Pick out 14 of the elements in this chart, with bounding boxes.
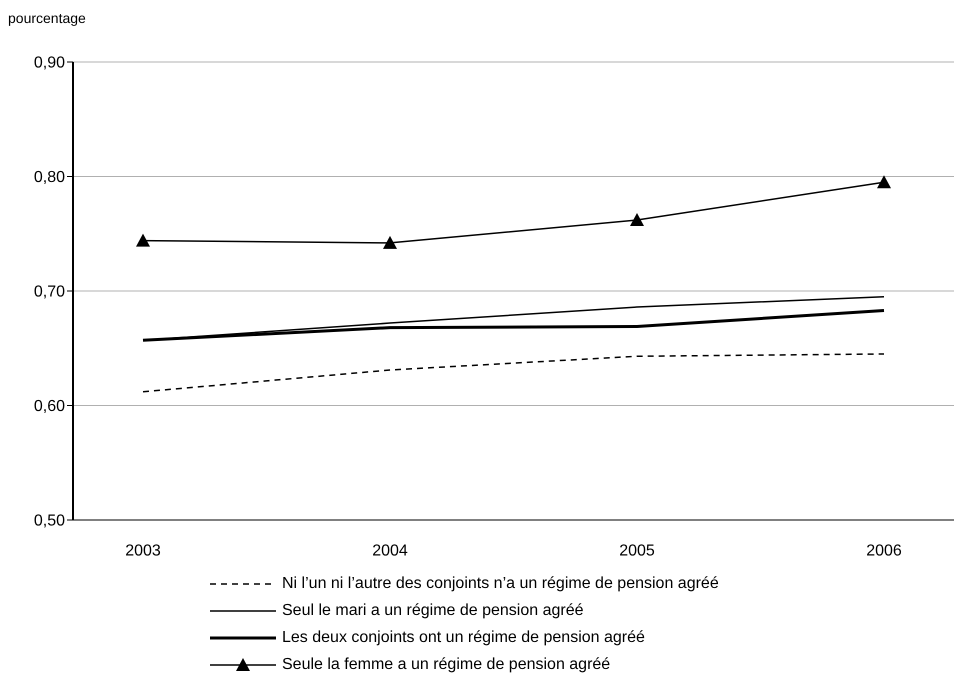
x-tick-label: 2003 [125, 542, 161, 560]
y-axis-title: pourcentage [8, 9, 87, 28]
legend-label: Seule la femme a un régime de pension agréé [282, 656, 610, 674]
legend-label: Seul le mari a un régime de pension agréé [282, 602, 584, 620]
y-tick-label: 0,50 [34, 512, 66, 530]
y-tick-label: 0,90 [34, 54, 66, 72]
y-tick-label: 0,70 [34, 284, 66, 301]
legend-label: Les deux conjoints ont un régime de pension agréé [282, 628, 645, 646]
x-tick-label: 2004 [372, 542, 408, 560]
y-tick-label: 0,60 [34, 398, 66, 416]
y-tick-label: 0,80 [34, 169, 66, 186]
x-tick-label: 2006 [866, 542, 902, 560]
legend-label: Ni l’un ni l’autre des conjoints n’a un régime de pension agréé [282, 574, 719, 592]
x-tick-label: 2005 [619, 542, 655, 560]
